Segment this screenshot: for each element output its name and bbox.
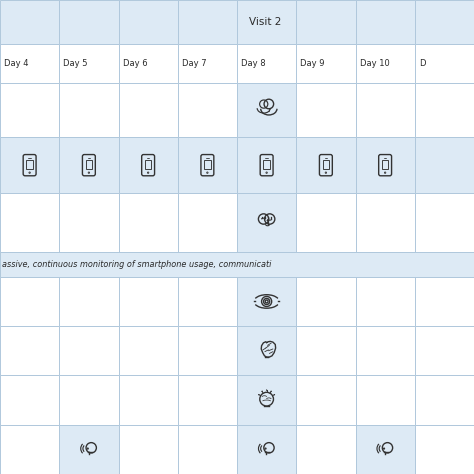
Text: Day 6: Day 6	[123, 59, 147, 68]
Text: Day 9: Day 9	[301, 59, 325, 68]
Bar	[59, 326, 118, 375]
Bar	[415, 83, 474, 137]
Bar	[0, 44, 59, 83]
Bar	[118, 0, 178, 44]
Bar	[0, 252, 474, 277]
Bar	[237, 375, 296, 425]
Text: Day 7: Day 7	[182, 59, 207, 68]
Bar	[237, 137, 296, 193]
Bar	[178, 0, 237, 44]
Circle shape	[274, 394, 275, 395]
Bar	[237, 44, 296, 83]
Bar	[178, 375, 237, 425]
Bar	[0, 425, 59, 474]
Bar	[296, 326, 356, 375]
Bar	[178, 277, 237, 326]
Bar	[415, 326, 474, 375]
Circle shape	[258, 394, 259, 395]
Bar	[204, 160, 210, 169]
Bar	[356, 44, 415, 83]
Bar	[178, 326, 237, 375]
Bar	[356, 193, 415, 252]
Text: Day 10: Day 10	[360, 59, 390, 68]
Bar	[27, 160, 33, 169]
Bar	[59, 277, 118, 326]
Circle shape	[262, 391, 263, 392]
Bar	[382, 160, 388, 169]
Bar	[0, 0, 59, 44]
Bar	[178, 425, 237, 474]
Bar	[356, 326, 415, 375]
Bar	[0, 83, 59, 137]
Bar	[415, 0, 474, 44]
Bar	[178, 137, 237, 193]
Circle shape	[271, 391, 272, 392]
Bar	[356, 0, 415, 44]
Text: Day 5: Day 5	[64, 59, 88, 68]
Bar	[0, 137, 59, 193]
Bar	[296, 137, 356, 193]
Bar	[296, 83, 356, 137]
Bar	[415, 277, 474, 326]
Bar	[59, 83, 118, 137]
Bar	[118, 425, 178, 474]
Bar	[356, 375, 415, 425]
Bar	[356, 137, 415, 193]
Bar	[237, 193, 296, 252]
Bar	[0, 326, 59, 375]
Bar	[118, 375, 178, 425]
Text: D: D	[419, 59, 425, 68]
Bar	[415, 44, 474, 83]
Bar	[0, 193, 59, 252]
Bar	[415, 193, 474, 252]
Text: Day 8: Day 8	[241, 59, 266, 68]
Bar	[296, 277, 356, 326]
Text: Visit 2: Visit 2	[249, 17, 281, 27]
Bar	[264, 160, 270, 169]
Bar	[118, 193, 178, 252]
Bar	[118, 277, 178, 326]
Bar	[356, 83, 415, 137]
Bar	[118, 137, 178, 193]
Bar	[178, 193, 237, 252]
Bar	[296, 375, 356, 425]
Bar	[59, 193, 118, 252]
Bar	[118, 83, 178, 137]
Bar	[356, 425, 415, 474]
Bar	[296, 0, 356, 44]
Bar	[0, 277, 59, 326]
Text: assive, continuous monitoring of smartphone usage, communicati: assive, continuous monitoring of smartph…	[2, 260, 272, 269]
Bar	[86, 160, 92, 169]
Bar	[178, 44, 237, 83]
Bar	[178, 83, 237, 137]
Bar	[296, 425, 356, 474]
Bar	[237, 0, 296, 44]
Bar	[296, 193, 356, 252]
Bar	[237, 425, 296, 474]
Bar	[59, 0, 118, 44]
Bar	[237, 277, 296, 326]
Bar	[356, 277, 415, 326]
Bar	[59, 375, 118, 425]
Bar	[118, 326, 178, 375]
Bar	[237, 83, 296, 137]
Bar	[415, 137, 474, 193]
Text: Day 4: Day 4	[4, 59, 28, 68]
Circle shape	[266, 390, 267, 391]
Bar	[296, 44, 356, 83]
Bar	[323, 160, 329, 169]
Bar	[59, 425, 118, 474]
Bar	[145, 160, 151, 169]
Bar	[59, 137, 118, 193]
Bar	[415, 375, 474, 425]
Bar	[118, 44, 178, 83]
Bar	[0, 375, 59, 425]
Bar	[415, 425, 474, 474]
Bar	[237, 326, 296, 375]
Bar	[59, 44, 118, 83]
